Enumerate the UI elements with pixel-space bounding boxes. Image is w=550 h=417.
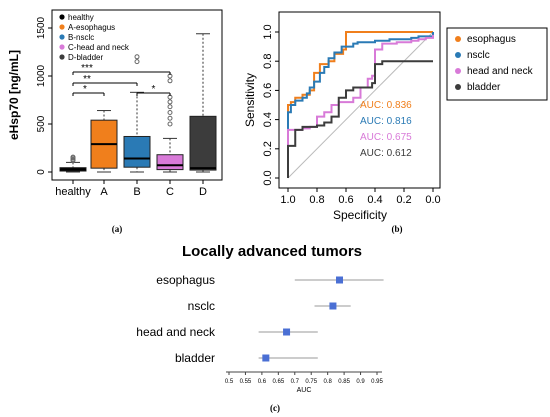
x-tick-label: B bbox=[133, 186, 140, 198]
y-axis-label: eHsp70 [ng/mL] bbox=[7, 50, 21, 140]
outlier-point bbox=[134, 54, 140, 60]
outlier-point bbox=[167, 104, 173, 110]
x-tick-label: 0.65 bbox=[272, 379, 284, 385]
box-B bbox=[123, 54, 151, 173]
roc-line-nsclc bbox=[287, 32, 434, 178]
legend-label: A-esophagus bbox=[68, 23, 115, 32]
legend-marker bbox=[59, 44, 65, 50]
box-healthy bbox=[59, 154, 87, 173]
significance-label: *** bbox=[81, 63, 93, 74]
category-label: nsclc bbox=[188, 299, 215, 313]
legend-label: bladder bbox=[467, 82, 501, 93]
x-axis-label: AUC bbox=[297, 387, 312, 394]
x-tick-label: 0.85 bbox=[338, 379, 350, 385]
x-tick-label: D bbox=[199, 186, 207, 198]
legend-marker bbox=[59, 34, 65, 40]
auc-point bbox=[262, 354, 270, 362]
x-tick-label: 0.6 bbox=[338, 194, 353, 206]
legend-marker bbox=[455, 68, 461, 74]
legend-marker bbox=[59, 24, 65, 30]
y-tick-label: 0.2 bbox=[262, 141, 274, 156]
x-tick-label: 0.8 bbox=[309, 194, 324, 206]
y-tick-label: 0.4 bbox=[262, 112, 274, 127]
auc-label: AUC: 0.836 bbox=[360, 100, 412, 111]
outlier-point bbox=[134, 59, 140, 65]
roc-line-bladder bbox=[287, 60, 433, 178]
x-tick-label: 0.5 bbox=[225, 379, 234, 385]
legend-label: esophagus bbox=[467, 34, 516, 45]
legend-label: B-nsclc bbox=[68, 33, 94, 42]
panel-b-caption: (b) bbox=[392, 224, 403, 234]
box-C bbox=[156, 73, 184, 173]
auc-point bbox=[283, 328, 291, 336]
outlier-point bbox=[167, 99, 173, 105]
auc-label: AUC: 0.675 bbox=[360, 132, 412, 143]
y-tick-label: 0.0 bbox=[262, 170, 274, 185]
panel-c-caption: (c) bbox=[270, 403, 280, 413]
reference-diagonal bbox=[287, 31, 434, 179]
category-label: esophagus bbox=[156, 273, 215, 287]
panel-a-caption: (a) bbox=[112, 224, 123, 234]
legend-label: nsclc bbox=[467, 50, 490, 61]
panel-c: Locally advanced tumors esophagus nsclc hea… bbox=[136, 243, 384, 413]
outlier-point bbox=[70, 154, 76, 160]
y-axis-label: Sensitivity bbox=[243, 73, 257, 127]
y-tick-label: 1500 bbox=[36, 16, 47, 39]
x-tick-label: healthy bbox=[55, 186, 91, 198]
x-tick-label: 0.2 bbox=[396, 194, 411, 206]
x-tick-label: 0.6 bbox=[258, 379, 267, 385]
x-tick-label: 0.95 bbox=[371, 379, 383, 385]
box-A bbox=[90, 110, 118, 173]
box-body bbox=[156, 154, 184, 171]
y-tick-label: 1.0 bbox=[262, 24, 274, 39]
legend-label: healthy bbox=[68, 13, 94, 22]
significance-label: * bbox=[83, 84, 87, 95]
legend-marker bbox=[455, 36, 461, 42]
panel-b-frame bbox=[278, 11, 441, 189]
x-tick-label: 0.7 bbox=[291, 379, 300, 385]
legend-label: D-bladder bbox=[68, 53, 103, 62]
panel-b: 0.0 0.2 0.4 0.6 0.8 1.0 Sensitivity 1.0 0.8 0.6 0.… bbox=[243, 11, 548, 234]
x-tick-label: 1.0 bbox=[280, 194, 295, 206]
y-tick-label: 0 bbox=[36, 169, 47, 175]
legend-marker bbox=[455, 84, 461, 90]
x-tick-label: C bbox=[166, 186, 174, 198]
outlier-point bbox=[167, 121, 173, 127]
legend-marker bbox=[455, 52, 461, 58]
outlier-point bbox=[167, 109, 173, 115]
legend-marker bbox=[59, 14, 65, 20]
legend-label: C-head and neck bbox=[68, 43, 130, 52]
auc-point bbox=[336, 276, 344, 284]
y-tick-label: 1000 bbox=[36, 64, 47, 87]
box-body bbox=[189, 115, 217, 171]
x-tick-label: A bbox=[100, 186, 108, 198]
y-tick-label: 0.8 bbox=[262, 54, 274, 69]
box-D bbox=[189, 33, 217, 173]
x-tick-label: 0.55 bbox=[240, 379, 252, 385]
legend-label: head and neck bbox=[467, 66, 534, 77]
significance-label: * bbox=[152, 84, 156, 95]
x-tick-label: 0.8 bbox=[323, 379, 332, 385]
x-tick-label: 0.75 bbox=[305, 379, 317, 385]
legend-box bbox=[446, 27, 548, 101]
y-tick-label: 500 bbox=[36, 115, 47, 132]
x-axis-label: Specificity bbox=[333, 208, 387, 222]
significance-label: ** bbox=[83, 74, 91, 85]
legend-marker bbox=[59, 54, 65, 60]
auc-point bbox=[329, 302, 337, 310]
x-tick-label: 0.0 bbox=[425, 194, 440, 206]
category-label: head and neck bbox=[136, 325, 216, 339]
y-tick-label: 0.6 bbox=[262, 83, 274, 98]
x-tick-label: 0.9 bbox=[356, 379, 365, 385]
auc-label: AUC: 0.612 bbox=[360, 148, 412, 159]
auc-label: AUC: 0.816 bbox=[360, 116, 412, 127]
outlier-point bbox=[167, 78, 173, 84]
box-body bbox=[123, 135, 151, 168]
x-tick-label: 0.4 bbox=[367, 194, 382, 206]
outlier-point bbox=[167, 115, 173, 121]
chart-title: Locally advanced tumors bbox=[182, 243, 362, 260]
category-label: bladder bbox=[175, 351, 215, 365]
